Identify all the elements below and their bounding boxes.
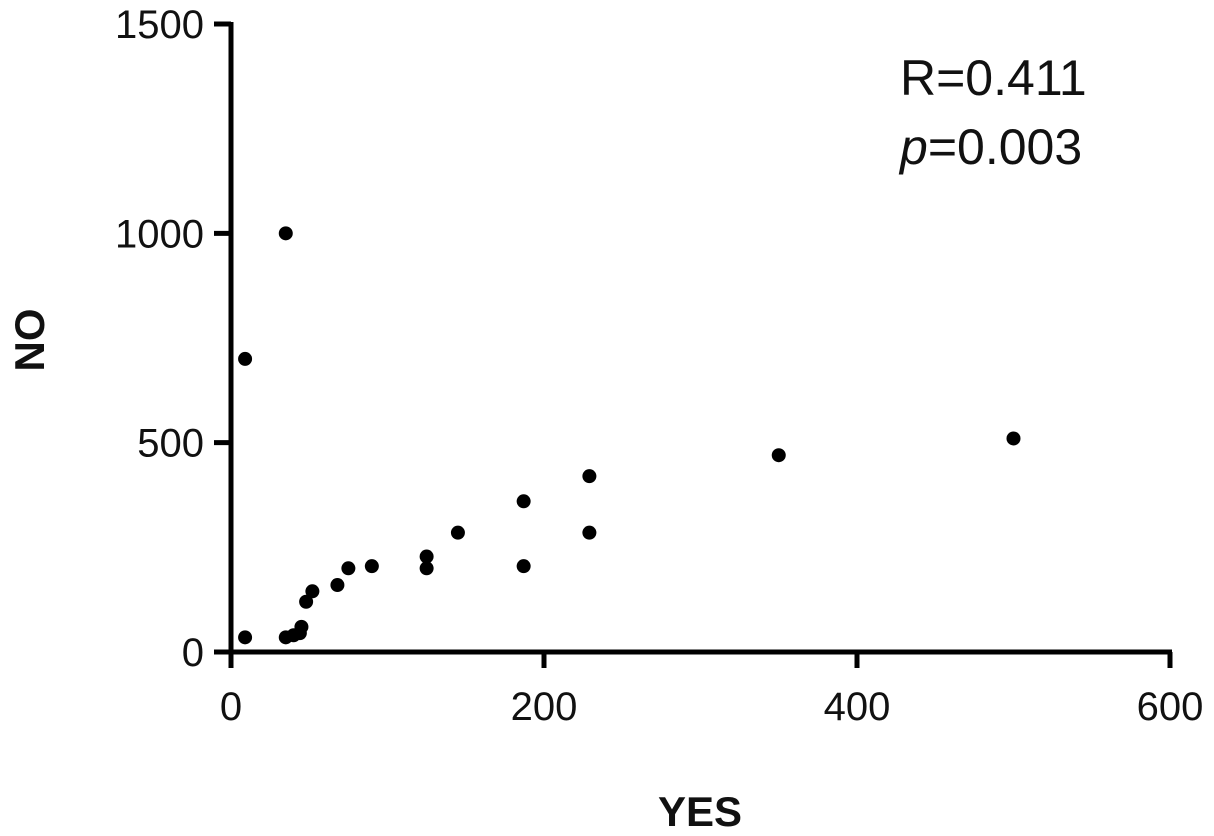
data-point xyxy=(341,561,356,576)
data-point xyxy=(238,630,253,645)
data-point xyxy=(419,561,434,576)
data-point xyxy=(582,469,597,484)
x-axis-title: YES xyxy=(658,788,742,835)
p-value-number: =0.003 xyxy=(928,119,1082,175)
data-point xyxy=(238,351,253,366)
y-tick-label: 1000 xyxy=(115,212,204,256)
y-tick-label: 500 xyxy=(137,422,204,466)
x-tick-label: 400 xyxy=(824,685,891,729)
y-axis-title: NO xyxy=(6,309,53,372)
data-point xyxy=(294,619,309,634)
y-tick-label: 1500 xyxy=(115,3,204,47)
correlation-r-annotation: R=0.411 xyxy=(900,50,1087,106)
data-point xyxy=(450,525,465,540)
x-tick-label: 0 xyxy=(220,685,242,729)
x-tick-label: 200 xyxy=(511,685,578,729)
data-point xyxy=(299,594,314,609)
axis-ticks xyxy=(214,21,1173,668)
data-point xyxy=(330,578,345,593)
data-point xyxy=(364,559,379,574)
y-tick-label: 0 xyxy=(182,631,204,675)
data-points xyxy=(238,226,1021,645)
data-point xyxy=(278,226,293,241)
data-point xyxy=(582,525,597,540)
p-value-annotation: p=0.003 xyxy=(898,119,1082,175)
data-point xyxy=(419,549,434,564)
data-point xyxy=(305,584,320,599)
p-value-label: p xyxy=(898,119,928,175)
data-point xyxy=(1006,431,1021,446)
axes xyxy=(228,22,1172,655)
x-tick-label: 600 xyxy=(1137,685,1204,729)
data-point xyxy=(516,494,531,509)
tick-labels: 0 200 400 600 0 500 1000 1500 xyxy=(115,3,1203,729)
data-point xyxy=(771,448,786,463)
data-point xyxy=(516,559,531,574)
